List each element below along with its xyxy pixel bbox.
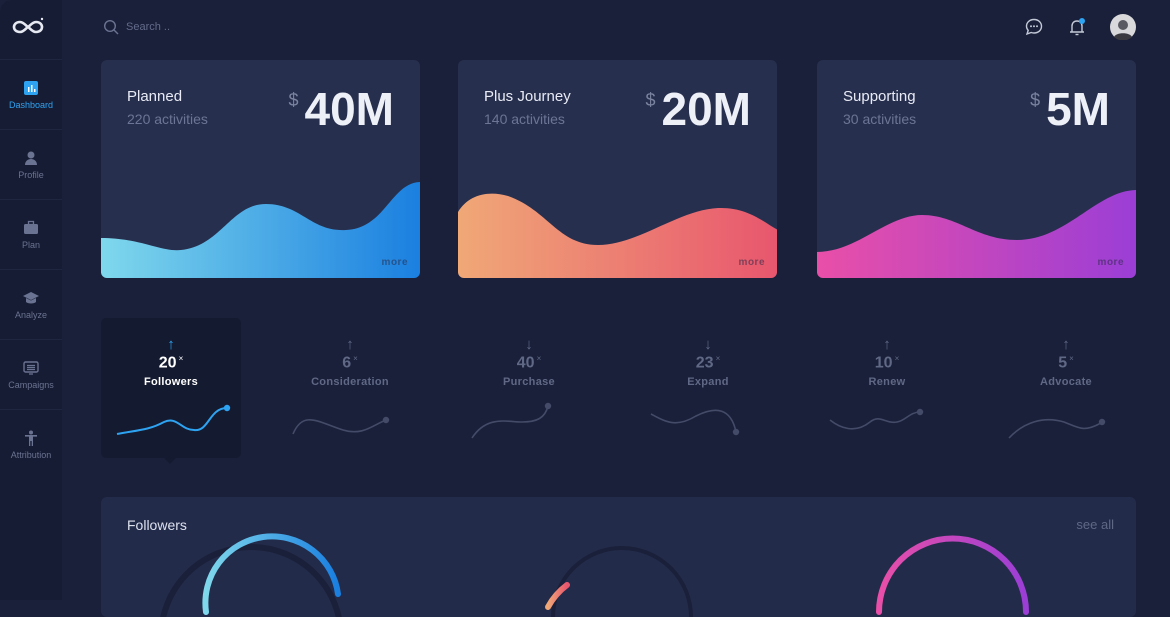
metric-tile[interactable]: ↑ 5 × Advocate <box>996 318 1136 458</box>
currency-symbol: $ <box>288 90 299 110</box>
user-icon <box>25 151 37 165</box>
card-subtitle: 140 activities <box>484 111 565 127</box>
metric-value: 10 × <box>874 354 900 372</box>
donut-track <box>551 546 693 617</box>
sparkline <box>292 417 390 435</box>
user-avatar[interactable] <box>1110 14 1136 40</box>
metric-label: Renew <box>868 376 906 389</box>
summary-card[interactable]: Supporting 30 activities $5M more <box>817 60 1136 278</box>
sparkline <box>471 403 552 439</box>
bar-chart-icon <box>24 81 38 95</box>
sparkline-endpoint <box>544 403 552 410</box>
currency-symbol: $ <box>1030 90 1041 110</box>
more-link[interactable]: more <box>381 257 408 268</box>
sparkline-endpoint <box>1098 419 1106 426</box>
trend-arrow-icon: ↓ <box>525 336 533 353</box>
currency-symbol: $ <box>645 90 656 110</box>
amount-value: 5M <box>1046 83 1110 135</box>
donut-arc-planned <box>202 533 341 615</box>
sparkline-endpoint <box>382 417 390 424</box>
sidebar-item-label: Analyze <box>14 310 48 320</box>
see-all-link[interactable]: see all <box>1076 517 1114 532</box>
sidebar-item-plan[interactable]: Plan <box>0 199 62 269</box>
donut-track <box>160 544 342 617</box>
metric-tile[interactable]: ↑ 10 × Renew <box>817 318 957 458</box>
metric-label: Advocate <box>1040 376 1092 389</box>
more-link[interactable]: more <box>738 257 765 268</box>
metric-value: 20 × <box>158 354 184 372</box>
sidebar-item-attribution[interactable]: Attribution <box>0 409 62 479</box>
sidebar-item-profile[interactable]: Profile <box>0 129 62 199</box>
sidebar-item-label: Profile <box>18 170 44 180</box>
trend-arrow-icon: ↑ <box>346 336 354 353</box>
donut-arc-supporting <box>876 535 1029 615</box>
metric-label: Followers <box>143 376 199 389</box>
metric-value: 5 × <box>1058 354 1074 372</box>
sidebar-item-label: Attribution <box>10 450 52 460</box>
metric-label: Expand <box>687 376 729 389</box>
area-wave-chart <box>101 182 420 278</box>
metric-tile[interactable]: ↓ 40 × Purchase <box>459 318 599 458</box>
followers-donut-charts <box>160 533 1029 617</box>
sidebar-item-analyze[interactable]: Analyze <box>0 269 62 339</box>
search-input[interactable]: Search .. <box>126 21 171 33</box>
sparkline-endpoint <box>223 405 231 412</box>
metric-value: 23 × <box>695 354 721 372</box>
search-icon <box>103 19 119 35</box>
metric-value: 40 × <box>516 354 542 372</box>
sparkline <box>650 409 740 436</box>
trend-arrow-icon: ↓ <box>704 336 712 353</box>
metric-label: Consideration <box>311 376 389 389</box>
briefcase-icon <box>24 220 38 234</box>
metric-tile[interactable]: ↑ 20 × Followers <box>101 318 241 458</box>
card-title: Plus Journey <box>484 88 571 105</box>
chat-icon[interactable] <box>1024 17 1044 37</box>
metric-tile[interactable]: ↓ 23 × Expand <box>638 318 778 458</box>
card-amount: $20M <box>646 82 752 136</box>
sparkline <box>116 405 231 436</box>
search-bar[interactable]: Search .. <box>103 19 170 35</box>
card-subtitle: 30 activities <box>843 111 917 127</box>
metric-tile[interactable]: ↑ 6 × Consideration <box>280 318 420 458</box>
monitor-icon <box>23 361 39 375</box>
sidebar-item-label: Plan <box>21 240 40 250</box>
amount-value: 40M <box>304 83 394 135</box>
graduation-cap-icon <box>23 292 39 304</box>
card-amount: $5M <box>1030 82 1110 136</box>
trend-arrow-icon: ↑ <box>1062 336 1070 353</box>
area-wave-chart <box>817 190 1136 278</box>
sidebar-item-dashboard[interactable]: Dashboard <box>0 59 62 129</box>
person-icon <box>25 430 37 446</box>
active-metric-pointer <box>163 457 177 464</box>
sidebar-item-label: Dashboard <box>8 100 54 110</box>
summary-card[interactable]: Plus Journey 140 activities $20M more <box>458 60 777 278</box>
trend-arrow-icon: ↑ <box>167 336 175 353</box>
card-subtitle: 220 activities <box>127 111 208 127</box>
sidebar-item-label: Campaigns <box>8 380 54 390</box>
sparkline-endpoint <box>732 429 740 436</box>
followers-panel: Followers see all <box>101 497 1136 617</box>
sidebar: Dashboard Profile Plan Analyze Campaigns… <box>0 0 62 600</box>
notification-bell-icon[interactable] <box>1066 16 1088 38</box>
summary-card[interactable]: Planned 220 activities $40M more <box>101 60 420 278</box>
infinity-logo-icon[interactable] <box>11 16 45 38</box>
sparkline-endpoint <box>916 409 924 416</box>
area-wave-chart <box>458 193 777 278</box>
card-title: Supporting <box>843 88 916 105</box>
amount-value: 20M <box>661 83 751 135</box>
sidebar-item-campaigns[interactable]: Campaigns <box>0 339 62 409</box>
trend-arrow-icon: ↑ <box>883 336 891 353</box>
sparkline <box>829 409 924 430</box>
followers-title: Followers <box>127 517 187 533</box>
metric-label: Purchase <box>503 376 555 389</box>
card-title: Planned <box>127 88 183 105</box>
metric-value: 6 × <box>342 354 358 372</box>
card-amount: $40M <box>289 82 395 136</box>
sparkline <box>1008 419 1106 439</box>
more-link[interactable]: more <box>1097 257 1124 268</box>
